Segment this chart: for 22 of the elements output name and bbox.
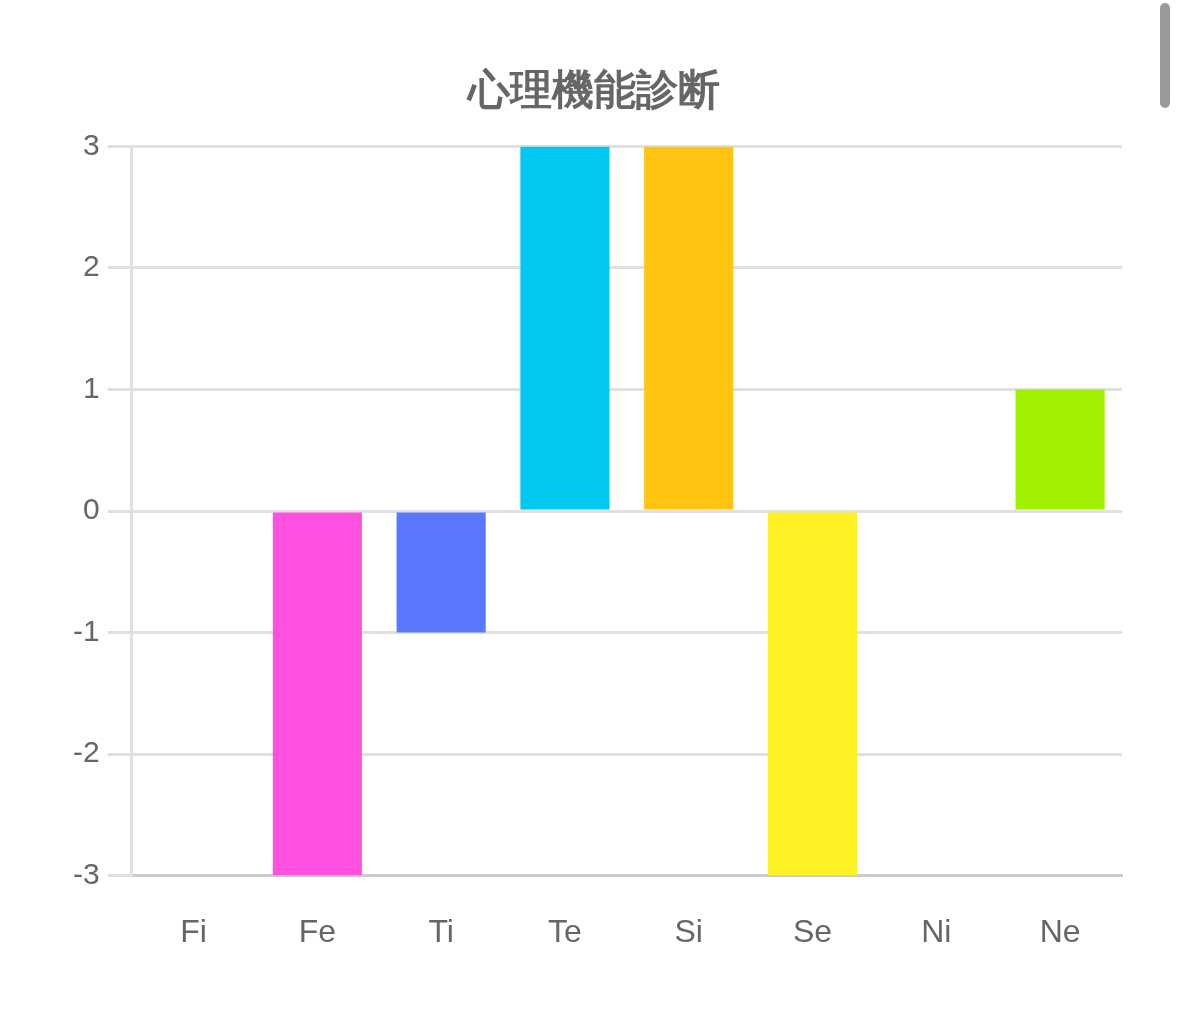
y-tick-label: 0 — [82, 492, 100, 526]
y-tick-label: 1 — [82, 370, 100, 404]
bar — [272, 512, 362, 876]
x-tick-label: Si — [674, 912, 703, 949]
x-tick-label: Ni — [921, 912, 952, 949]
x-tick-label: Fe — [298, 912, 337, 949]
y-tick-label: -2 — [72, 735, 100, 769]
bar — [520, 146, 610, 510]
bar — [1015, 389, 1105, 510]
bar — [644, 146, 734, 510]
y-tick-label: 3 — [82, 127, 100, 161]
x-tick-label: Ti — [428, 912, 454, 949]
bar — [767, 512, 858, 876]
x-tick-label: Te — [548, 912, 582, 949]
x-tick-label: Fi — [180, 912, 207, 949]
x-tick-label: Se — [792, 912, 833, 949]
bar — [396, 512, 486, 633]
y-tick-label: -3 — [72, 856, 100, 890]
y-tick-label: 2 — [82, 249, 100, 283]
y-tick-label: -1 — [72, 613, 100, 647]
x-tick-label: Ne — [1039, 912, 1081, 949]
chart-title: 心理機能診断 — [465, 65, 720, 113]
